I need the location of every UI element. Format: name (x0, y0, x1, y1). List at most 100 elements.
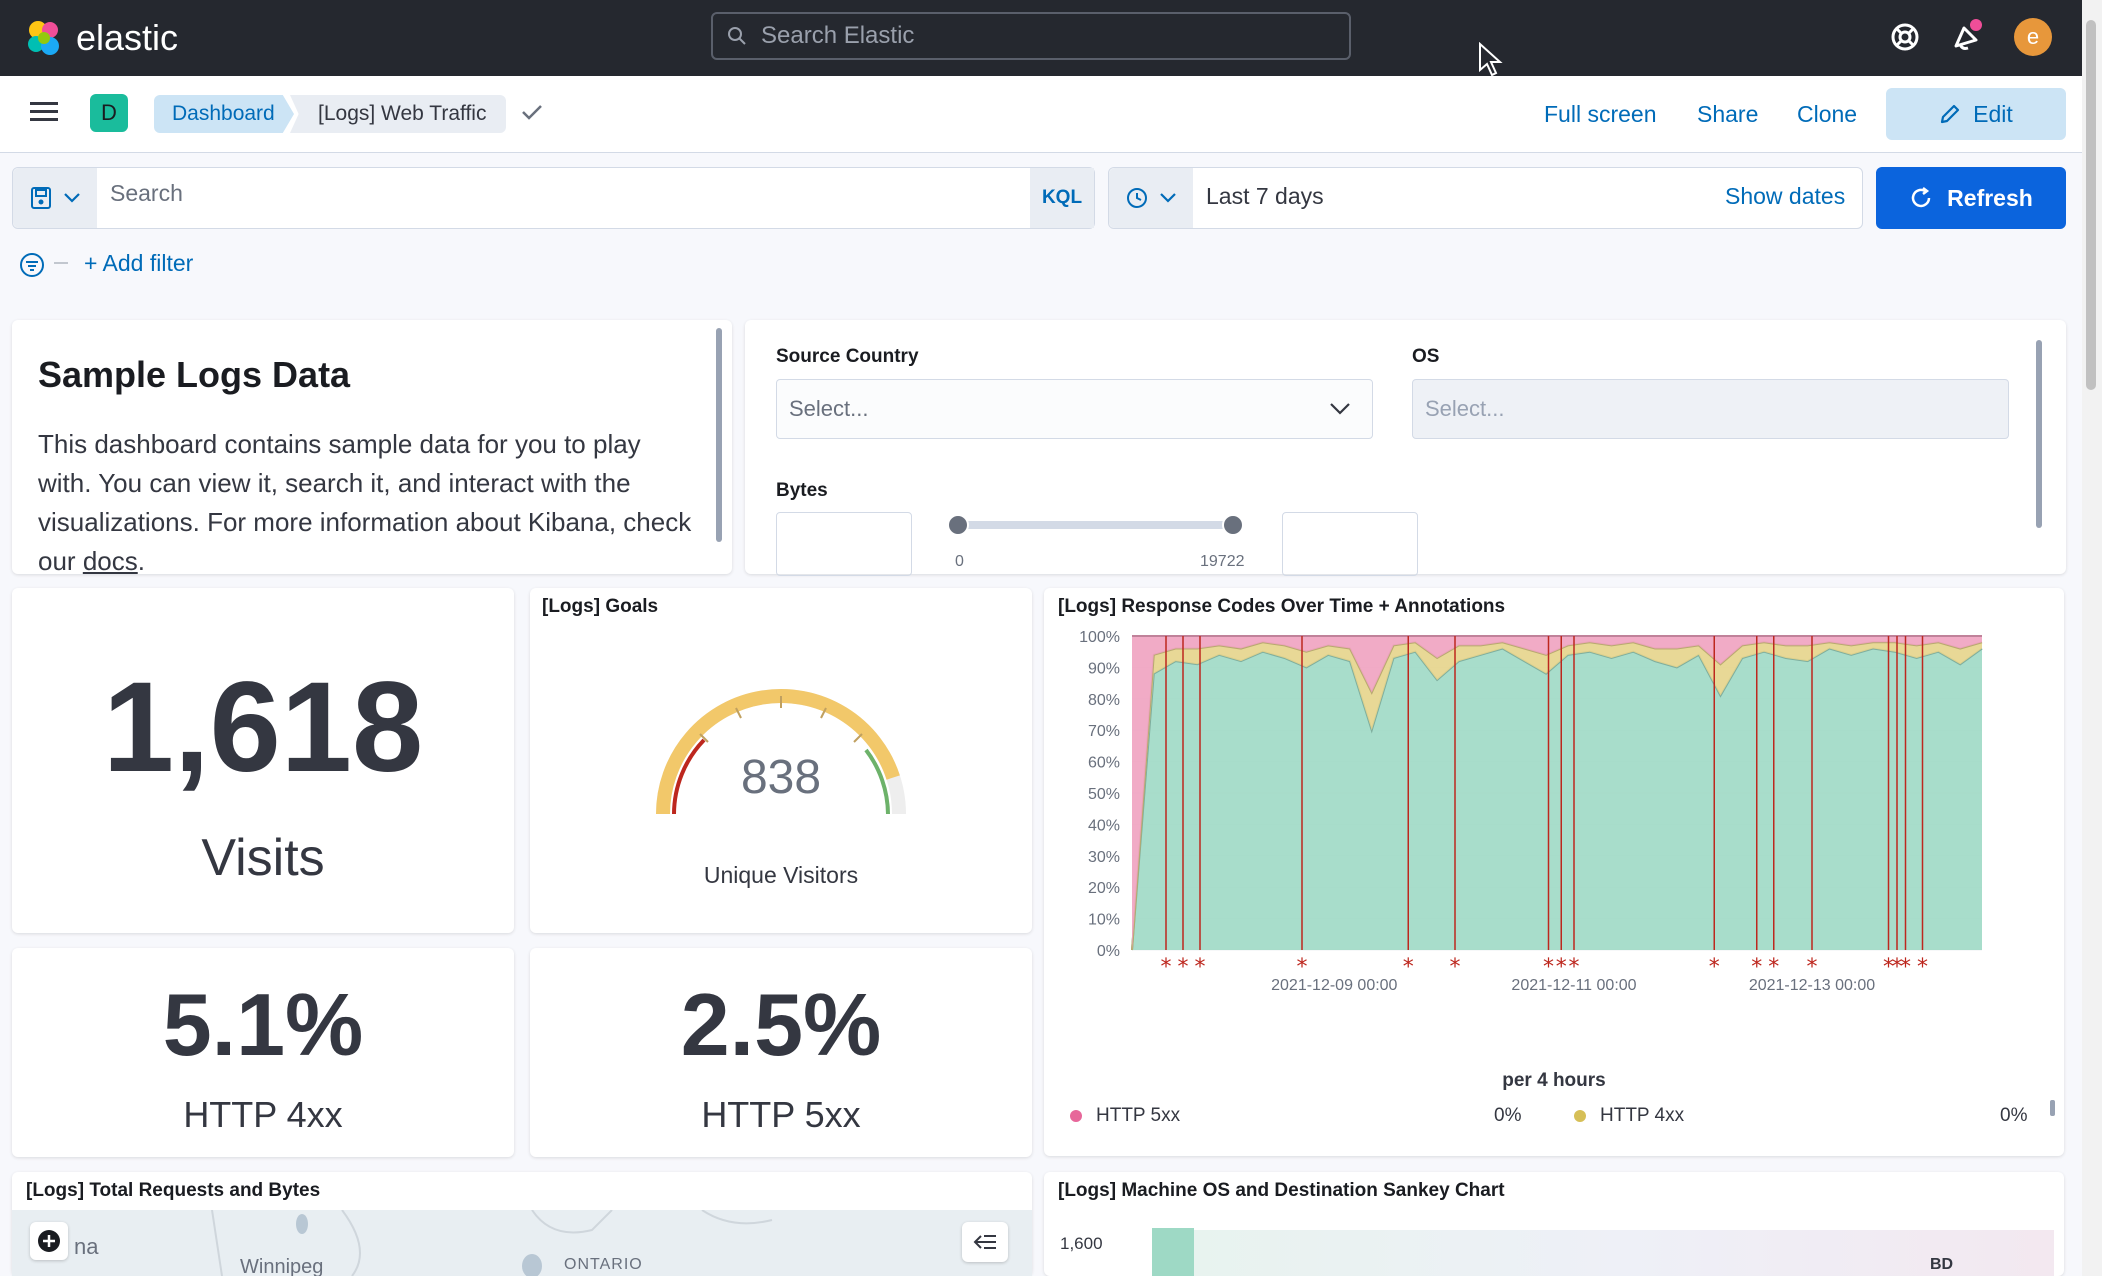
annotation-marker[interactable]: * (1403, 955, 1414, 980)
annotation-marker[interactable]: * (1178, 955, 1189, 980)
sankey-tick-label: 1,600 (1060, 1234, 1103, 1253)
x-tick-label: 2021-12-13 00:00 (1749, 977, 1875, 994)
goals-value: 838 (740, 751, 822, 804)
map-background (211, 1210, 773, 1276)
edit-button[interactable]: Edit (1886, 88, 2066, 140)
y-tick-label: 100% (1079, 629, 1120, 646)
legend-item-5xx[interactable]: HTTP 5xx (1070, 1105, 1180, 1127)
y-tick-label: 30% (1088, 849, 1120, 866)
x-tick-label: 2021-12-09 00:00 (1271, 977, 1397, 994)
annotation-marker[interactable]: * (1807, 955, 1818, 980)
source-country-select[interactable]: Select... (776, 379, 1373, 439)
clone-button[interactable]: Clone (1797, 100, 1858, 127)
bytes-max-input[interactable] (1282, 512, 1418, 576)
bytes-label: Bytes (776, 480, 828, 501)
quick-date-menu-button[interactable] (1109, 168, 1193, 228)
bytes-range-track[interactable] (958, 521, 1233, 529)
http-4xx-metric-panel: 5.1% HTTP 4xx (12, 948, 514, 1157)
chevron-down-icon (1330, 403, 1350, 415)
filter-icon[interactable] (19, 252, 45, 278)
requests-title: [Logs] Total Requests and Bytes (26, 1180, 321, 1201)
markdown-scrollbar[interactable] (716, 328, 722, 542)
elastic-logo[interactable]: elastic (24, 16, 178, 60)
annotation-marker[interactable]: * (1917, 955, 1928, 980)
y-tick-label: 90% (1088, 660, 1120, 677)
sankey-title: [Logs] Machine OS and Destination Sankey… (1058, 1180, 1505, 1201)
sankey-node-label: BD (1930, 1256, 1954, 1273)
mouse-cursor-icon (1479, 42, 1503, 77)
annotation-marker[interactable]: * (1543, 955, 1554, 980)
annotation-marker[interactable]: * (1297, 955, 1308, 980)
page-scrollbar-thumb[interactable] (2086, 20, 2096, 390)
http-5xx-label: HTTP 5xx (701, 1094, 861, 1135)
global-search-placeholder: Search Elastic (761, 22, 915, 49)
breadcrumb-dashboard[interactable]: Dashboard (154, 95, 294, 133)
controls-scrollbar[interactable] (2036, 340, 2042, 528)
annotation-marker[interactable]: * (1900, 955, 1911, 980)
chevron-down-icon (1160, 193, 1176, 203)
annotation-marker[interactable]: * (1161, 955, 1172, 980)
bytes-min-input[interactable] (776, 512, 912, 576)
annotation-marker[interactable]: * (1883, 955, 1894, 980)
annotation-marker[interactable]: * (1768, 955, 1779, 980)
http-5xx-value: 2.5% (680, 975, 882, 1074)
docs-link[interactable]: docs (82, 546, 138, 576)
sankey-node[interactable] (1152, 1228, 1194, 1276)
annotation-marker[interactable]: * (1195, 955, 1206, 980)
annotation-marker[interactable]: * (1556, 955, 1567, 980)
sankey-flow[interactable] (1194, 1230, 2054, 1276)
space-avatar[interactable]: D (90, 94, 128, 132)
brand-name: elastic (76, 17, 179, 58)
y-tick-label: 0% (1097, 943, 1120, 960)
add-filter-button[interactable]: + Add filter (84, 250, 194, 276)
map[interactable]: na Winnipeg ONTARIO (12, 1210, 1032, 1276)
response-codes-chart[interactable]: 0%10%20%30%40%50%60%70%80%90%100%* * * * * * *… (1044, 624, 2064, 1094)
bytes-min-handle[interactable] (947, 514, 969, 536)
kql-language-button[interactable]: KQL (1030, 168, 1094, 228)
markdown-body: This dashboard contains sample data for … (38, 425, 698, 581)
global-search-input[interactable]: Search Elastic (711, 12, 1351, 60)
chart-x-axis-title: per 4 hours (1502, 1070, 1606, 1091)
saved-query-button[interactable] (13, 168, 97, 228)
annotation-marker[interactable]: * (1709, 955, 1720, 980)
response-chart-title: [Logs] Response Codes Over Time + Annota… (1058, 596, 1506, 617)
annotation-marker[interactable]: * (1450, 955, 1461, 980)
refresh-button[interactable]: Refresh (1876, 167, 2066, 229)
help-icon[interactable] (1888, 20, 1922, 54)
show-dates-button[interactable]: Show dates (1725, 183, 1846, 209)
area-series-http-2xx[interactable] (1132, 648, 1982, 950)
markdown-title: Sample Logs Data (38, 354, 351, 395)
zoom-in-button[interactable] (30, 1222, 68, 1260)
date-range-text[interactable]: Last 7 days (1206, 183, 1324, 209)
bytes-max-handle[interactable] (1222, 514, 1244, 536)
date-picker (1108, 167, 1863, 229)
annotation-marker[interactable]: * (1751, 955, 1762, 980)
filter-divider (54, 262, 68, 264)
user-avatar[interactable]: e (2014, 18, 2052, 56)
annotation-marker[interactable]: * (1569, 955, 1580, 980)
annotation-marker[interactable]: * (1892, 955, 1903, 980)
os-select[interactable]: Select... (1412, 379, 2009, 439)
newsfeed-icon[interactable] (1950, 18, 1986, 54)
gauge-value-arc (656, 689, 900, 815)
legend-label-4xx: HTTP 4xx (1600, 1105, 1685, 1126)
refresh-icon (1911, 187, 1931, 208)
chevron-down-icon (64, 193, 80, 203)
response-codes-panel: [Logs] Response Codes Over Time + Annota… (1044, 588, 2064, 1156)
refresh-label: Refresh (1947, 184, 2033, 211)
legend-value-4xx: 0% (2000, 1105, 2028, 1126)
bytes-max-tick: 19722 (1200, 553, 1245, 570)
menu-icon[interactable] (30, 100, 58, 124)
search-icon (728, 27, 746, 45)
os-label: OS (1412, 346, 1440, 367)
query-bar (12, 167, 1095, 229)
query-search-input[interactable]: Search (110, 180, 183, 206)
share-button[interactable]: Share (1697, 100, 1759, 127)
legend-item-4xx[interactable]: HTTP 4xx (1574, 1105, 1684, 1127)
layer-control-button[interactable] (962, 1222, 1008, 1262)
collapse-left-icon (973, 1235, 996, 1249)
legend-scrollbar[interactable] (2050, 1100, 2055, 1116)
y-tick-label: 70% (1088, 723, 1120, 740)
y-tick-label: 60% (1088, 755, 1120, 772)
full-screen-button[interactable]: Full screen (1544, 100, 1657, 127)
